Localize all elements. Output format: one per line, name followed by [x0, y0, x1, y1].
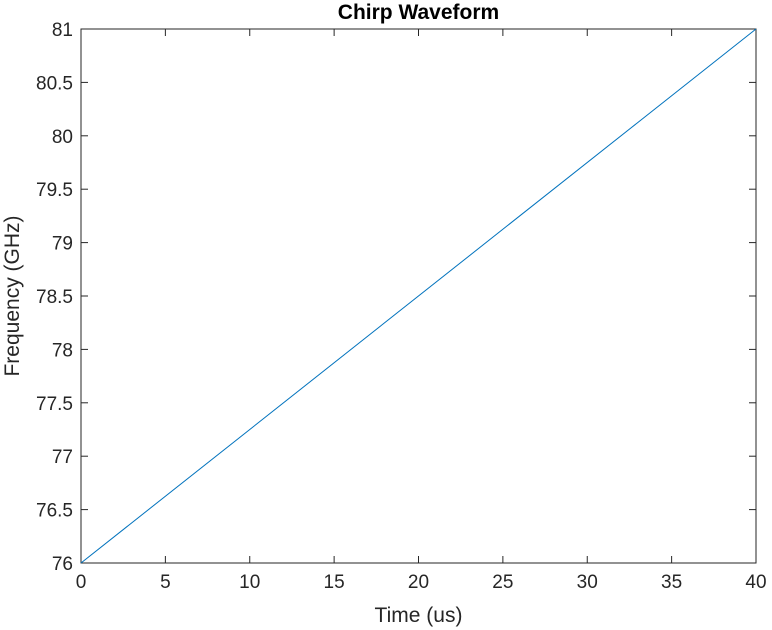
y-tick-label: 78	[52, 340, 73, 361]
series-layer	[80, 28, 757, 564]
x-tick-label: 10	[239, 572, 260, 593]
chart-title: Chirp Waveform	[338, 1, 499, 24]
y-tick-label: 76	[52, 554, 73, 575]
y-tick-label: 79.5	[36, 180, 73, 201]
y-tick-label: 77	[52, 447, 73, 468]
y-axis-label: Frequency (GHz)	[1, 215, 24, 376]
series-line-chirp	[80, 28, 757, 564]
y-tick-label: 80	[52, 127, 73, 148]
x-tick-label: 0	[76, 572, 87, 593]
x-tick-label: 15	[324, 572, 345, 593]
x-tick-label: 5	[160, 572, 171, 593]
x-tick-label: 30	[577, 572, 598, 593]
x-tick-label: 40	[745, 572, 766, 593]
y-tick-label: 79	[52, 234, 73, 255]
x-tick-label: 20	[408, 572, 429, 593]
x-axis-ticks: 0 5 10 15 20 25 30 35 40	[76, 29, 767, 593]
y-tick-label: 78.5	[36, 287, 73, 308]
y-tick-label: 77.5	[36, 394, 73, 415]
y-axis-ticks: 76 76.5 77 77.5 78 78.5 79 79.5 80 80.5 81	[36, 20, 756, 575]
x-tick-label: 35	[661, 572, 682, 593]
y-tick-label: 80.5	[36, 73, 73, 94]
y-tick-label: 81	[52, 20, 73, 41]
x-tick-label: 25	[492, 572, 513, 593]
x-axis-label: Time (us)	[375, 604, 463, 627]
y-tick-label: 76.5	[36, 501, 73, 522]
